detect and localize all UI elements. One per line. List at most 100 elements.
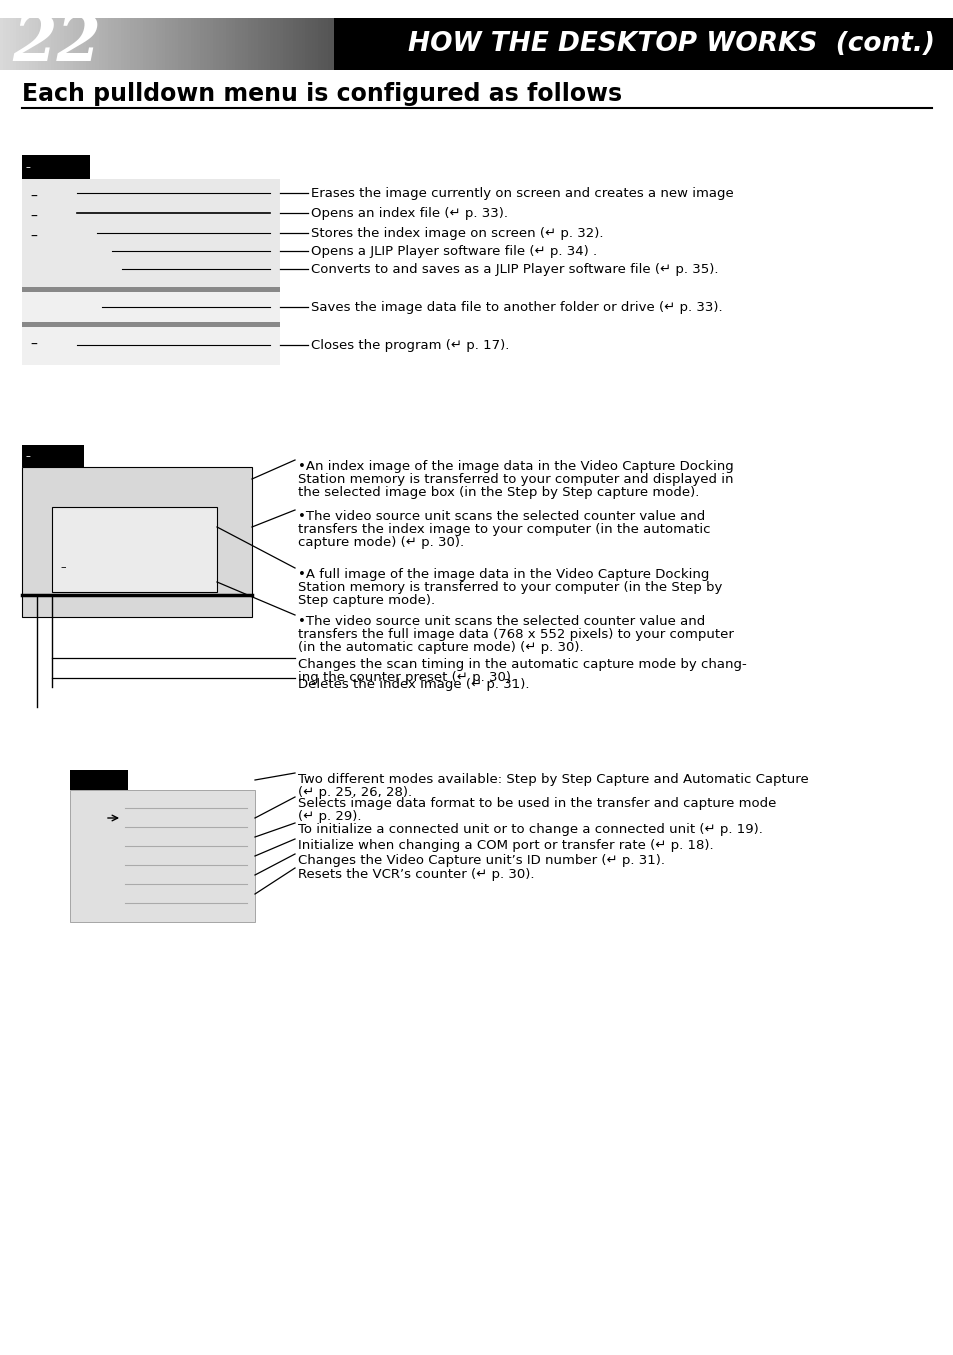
Bar [562,18,566,70]
Bar [743,18,747,70]
Bar [312,18,315,70]
Bar [855,18,859,70]
Bar [632,18,636,70]
Bar [498,18,502,70]
Bar [413,18,416,70]
Bar [877,18,881,70]
Bar [820,18,823,70]
Bar [918,18,922,70]
Bar [112,18,115,70]
Bar [105,18,109,70]
Bar [476,18,480,70]
Text: ing the counter preset (↵ p. 30).: ing the counter preset (↵ p. 30). [297,671,515,684]
Bar [508,18,512,70]
Bar [127,18,131,70]
Bar [165,18,169,70]
Bar [16,18,20,70]
Text: Changes the scan timing in the automatic capture mode by chang-: Changes the scan timing in the automatic… [297,659,746,671]
Bar [438,18,442,70]
Bar [870,18,874,70]
Text: –: – [60,562,66,572]
Bar [883,18,887,70]
Bar [41,18,45,70]
Bar [384,18,388,70]
Bar [407,18,411,70]
Bar [889,18,893,70]
Bar [460,18,464,70]
Text: Opens a JLIP Player software file (↵ p. 34) .: Opens a JLIP Player software file (↵ p. … [311,244,597,257]
Bar [22,327,280,364]
Bar [679,18,683,70]
Bar [381,18,385,70]
Bar [172,18,175,70]
Bar [429,18,433,70]
Bar [48,18,51,70]
Bar [899,18,902,70]
Bar [203,18,207,70]
Bar [264,18,268,70]
Bar [114,18,118,70]
Bar [279,18,283,70]
Bar [531,18,535,70]
Bar [648,18,652,70]
Bar [441,18,445,70]
Bar [893,18,897,70]
Text: (in the automatic capture mode) (↵ p. 30).: (in the automatic capture mode) (↵ p. 30… [297,641,583,654]
Bar [581,18,585,70]
Text: –: – [30,210,37,224]
Bar [765,18,769,70]
Text: •An index image of the image data in the Video Capture Docking: •An index image of the image data in the… [297,459,733,473]
Bar [86,18,90,70]
Bar [727,18,731,70]
Bar [267,18,271,70]
Bar [486,18,490,70]
Bar [572,18,576,70]
Bar [521,18,525,70]
Bar [378,18,382,70]
Bar [70,790,254,921]
Bar [943,18,947,70]
Bar [502,18,506,70]
Text: Selects image data format to be used in the transfer and capture mode: Selects image data format to be used in … [297,797,776,810]
Bar [238,18,242,70]
Bar [636,18,639,70]
Text: •A full image of the image data in the Video Capture Docking: •A full image of the image data in the V… [297,568,709,581]
Bar [92,18,96,70]
Bar [756,18,760,70]
Text: –: – [26,163,30,172]
Bar [10,18,13,70]
Bar [22,467,252,617]
Bar [512,18,516,70]
Bar [416,18,420,70]
Bar [575,18,578,70]
Bar [26,18,30,70]
Bar [305,18,309,70]
Bar [550,18,554,70]
Bar [257,18,261,70]
Text: Stores the index image on screen (↵ p. 32).: Stores the index image on screen (↵ p. 3… [311,226,603,240]
Bar [298,18,302,70]
Text: Converts to and saves as a JLIP Player software file (↵ p. 35).: Converts to and saves as a JLIP Player s… [311,263,718,275]
Bar [22,179,280,287]
Bar [794,18,798,70]
Bar [340,18,344,70]
Bar [950,18,953,70]
Bar [445,18,449,70]
Bar [546,18,550,70]
Text: –: – [30,230,37,244]
Bar [353,18,356,70]
Bar [839,18,842,70]
Bar [867,18,871,70]
Bar [436,18,439,70]
Bar [336,18,340,70]
Bar [489,18,493,70]
Bar [274,18,277,70]
Text: Station memory is transferred to your computer and displayed in: Station memory is transferred to your co… [297,473,733,486]
Bar [184,18,188,70]
Bar [702,18,706,70]
Text: transfers the index image to your computer (in the automatic: transfers the index image to your comput… [297,523,710,537]
Bar [235,18,239,70]
Bar [817,18,821,70]
Text: Erases the image currently on screen and creates a new image: Erases the image currently on screen and… [311,187,733,199]
Bar [64,18,68,70]
